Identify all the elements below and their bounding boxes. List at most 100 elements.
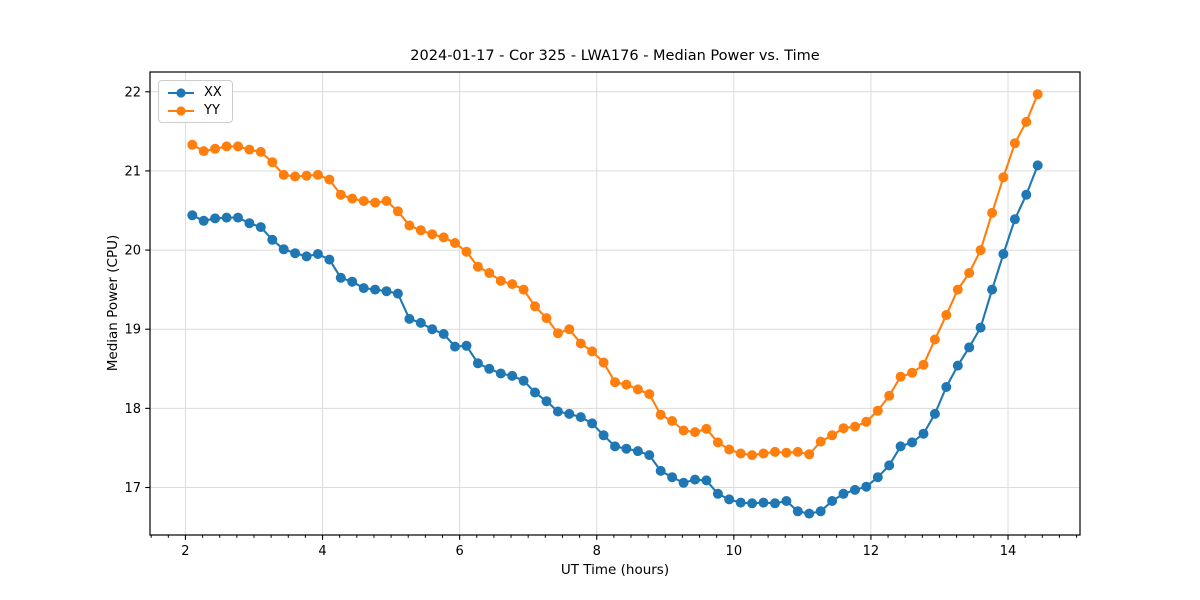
data-point-marker-xx (541, 396, 552, 407)
series-line-xx (191, 164, 1039, 515)
data-point-marker-yy (198, 146, 209, 157)
data-point-marker-yy (632, 384, 643, 395)
data-point-marker-yy (815, 436, 826, 447)
data-point-marker-yy (312, 169, 323, 180)
data-point-marker-xx (404, 313, 415, 324)
data-point-marker-yy (781, 447, 792, 458)
data-point-marker-xx (838, 488, 849, 499)
data-point-marker-yy (484, 268, 495, 278)
data-point-marker-yy (210, 143, 221, 154)
data-point-marker-yy (415, 225, 426, 236)
x-tick-label: 6 (455, 544, 463, 559)
data-point-marker-xx (907, 437, 918, 448)
data-point-marker-xx (747, 498, 758, 509)
data-point-marker-xx (187, 210, 198, 221)
data-point-marker-yy (998, 172, 1009, 183)
data-point-marker-yy (838, 423, 849, 434)
data-point-marker-yy (1009, 138, 1020, 149)
data-point-marker-xx (347, 276, 358, 287)
data-point-marker-yy (358, 196, 369, 206)
data-point-marker-xx (244, 218, 255, 229)
data-point-marker-xx (370, 284, 381, 295)
data-point-marker-xx (587, 418, 598, 429)
data-point-marker-xx (644, 450, 655, 461)
data-point-marker-xx (690, 474, 700, 485)
data-point-marker-yy (244, 144, 255, 155)
data-point-marker-yy (267, 157, 278, 168)
data-point-marker-xx (518, 375, 529, 386)
x-tick-label: 4 (318, 544, 326, 559)
data-point-marker-yy (1021, 116, 1032, 127)
data-point-marker-yy (690, 427, 700, 438)
y-tick-label: 19 (124, 323, 141, 338)
data-point-marker-yy (187, 139, 198, 150)
data-point-marker-yy (427, 229, 438, 240)
data-point-marker-yy (895, 371, 906, 382)
data-point-marker-yy (495, 275, 506, 286)
data-point-marker-xx (861, 481, 872, 492)
data-point-marker-xx (507, 370, 518, 381)
data-point-marker-yy (255, 146, 266, 157)
data-point-marker-yy (278, 169, 289, 180)
x-tick-label: 12 (863, 544, 880, 559)
data-point-marker-xx (324, 254, 335, 265)
data-point-marker-yy (598, 357, 609, 368)
data-point-marker-yy (850, 421, 860, 432)
data-point-marker-xx (770, 498, 780, 509)
data-point-marker-xx (655, 465, 666, 476)
data-point-marker-yy (564, 324, 575, 335)
data-point-marker-yy (964, 268, 975, 278)
data-point-marker-yy (461, 246, 472, 257)
data-point-marker-xx (952, 360, 963, 371)
data-point-marker-yy (701, 423, 712, 434)
x-tick-label: 8 (593, 544, 601, 559)
data-point-marker-yy (347, 193, 358, 204)
data-point-marker-xx (964, 342, 975, 353)
data-point-marker-xx (918, 428, 929, 439)
data-point-marker-xx (929, 408, 940, 419)
x-tick-label: 10 (726, 544, 743, 559)
x-axis-label: UT Time (hours) (560, 562, 670, 578)
legend-label: XX (204, 85, 222, 100)
data-point-marker-xx (1032, 160, 1043, 171)
data-point-marker-yy (804, 449, 815, 460)
data-point-marker-yy (884, 390, 895, 401)
data-point-marker-xx (358, 283, 369, 294)
data-point-marker-xx (1021, 189, 1032, 200)
data-point-marker-yy (941, 310, 952, 320)
data-point-marker-yy (301, 170, 312, 181)
data-point-marker-xx (381, 286, 392, 297)
data-point-marker-yy (1032, 89, 1043, 100)
data-point-marker-xx (427, 324, 438, 335)
y-tick-label: 18 (124, 402, 141, 417)
data-point-marker-yy (392, 206, 403, 217)
data-point-marker-yy (541, 313, 552, 324)
data-point-marker-xx (598, 430, 609, 441)
data-point-marker-yy (450, 238, 460, 248)
data-point-marker-yy (655, 409, 666, 420)
data-point-marker-xx (1009, 214, 1020, 225)
data-point-marker-yy (575, 338, 586, 349)
data-point-marker-xx (701, 475, 712, 486)
data-point-marker-yy (530, 301, 540, 312)
data-point-marker-xx (667, 472, 678, 483)
data-point-marker-xx (210, 213, 221, 224)
x-tick-label: 2 (181, 544, 189, 559)
data-point-marker-xx (792, 506, 803, 517)
data-point-marker-yy (770, 446, 780, 457)
data-point-marker-xx (621, 443, 632, 454)
data-point-marker-yy (747, 450, 758, 461)
data-point-marker-xx (267, 234, 278, 245)
data-point-marker-xx (278, 244, 289, 255)
data-point-marker-xx (290, 248, 301, 259)
legend-item-yy: YY (166, 104, 222, 117)
data-point-marker-yy (952, 284, 963, 295)
data-point-marker-yy (381, 196, 392, 206)
data-point-marker-yy (621, 379, 632, 390)
data-point-marker-xx (530, 387, 540, 398)
y-tick-label: 22 (124, 85, 141, 100)
data-point-marker-xx (975, 322, 986, 333)
legend-label: YY (204, 103, 220, 118)
